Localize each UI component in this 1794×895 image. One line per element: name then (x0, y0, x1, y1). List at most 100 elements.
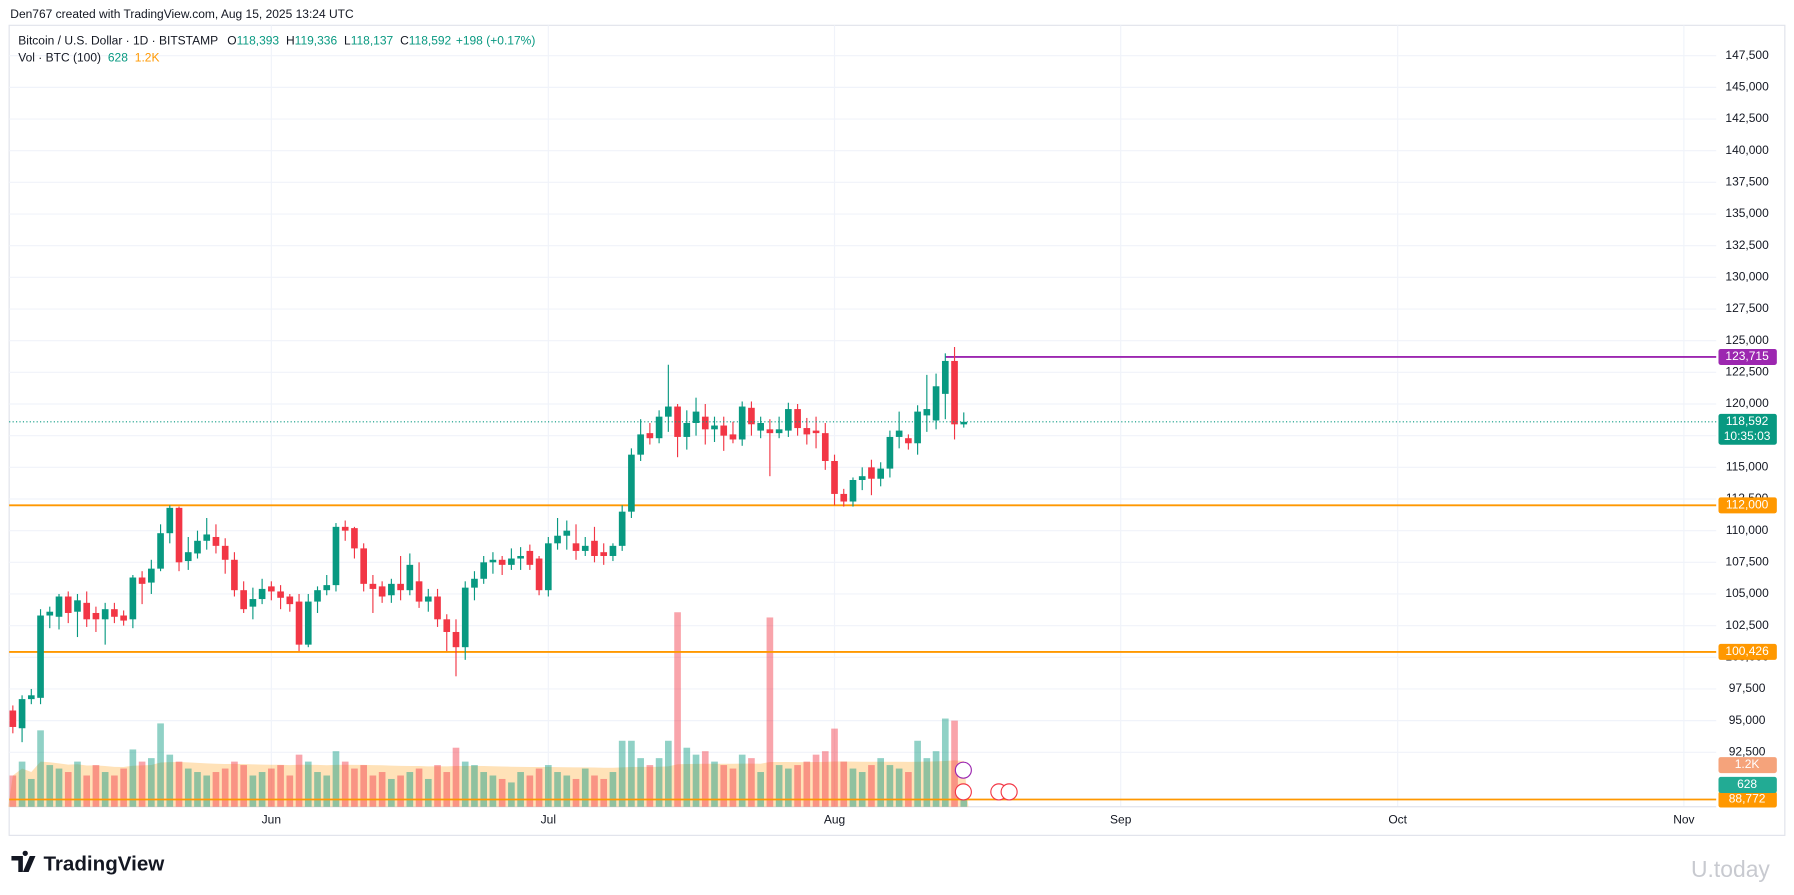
candle-body (268, 586, 275, 592)
candle-body (148, 568, 155, 583)
level-tag-bg (1718, 791, 1777, 808)
candle-body (249, 599, 257, 607)
legend-key: O (227, 34, 236, 48)
y-tick-label: 120,000 (1725, 396, 1769, 410)
candle-body (424, 596, 432, 602)
volume-ma-tag: 1.2K (1735, 757, 1760, 771)
candle-body (535, 558, 543, 591)
y-tick-label: 142,500 (1725, 111, 1769, 125)
y-tick-label: 137,500 (1725, 175, 1769, 189)
volume-tag-bg (1718, 776, 1777, 793)
x-tick-label: Jun (262, 813, 281, 827)
candle-body (203, 534, 211, 541)
candle-body (692, 411, 700, 424)
volume-bar (868, 765, 875, 807)
volume-ma-tag-bg (1718, 757, 1777, 774)
y-tick-label: 135,000 (1725, 206, 1769, 220)
candle-body (618, 511, 626, 546)
event-icon (954, 783, 972, 801)
candle-body (406, 564, 414, 591)
candle-body (526, 550, 534, 565)
volume-bar (794, 765, 801, 807)
y-tick-label: 125,000 (1725, 333, 1769, 347)
volume-bar (286, 775, 294, 807)
volume-bar (914, 740, 921, 807)
volume-ma-area (8, 760, 969, 807)
price-tag: 118,592 (1726, 414, 1769, 428)
volume-bar (111, 775, 118, 807)
candle-body (369, 583, 377, 589)
candle-body (489, 559, 497, 563)
legend-line: Vol · BTC (100) 628 1.2K (18, 51, 159, 65)
volume-bar (665, 740, 672, 807)
volume-bar (840, 761, 848, 807)
candle-body (674, 406, 681, 437)
volume-bar (591, 775, 598, 807)
legend-key: C (400, 34, 409, 48)
volume-bar (720, 765, 728, 807)
volume-bar (905, 772, 912, 807)
y-tick-label: 115,000 (1726, 460, 1769, 474)
y-tick-label: 110,000 (1726, 523, 1769, 537)
volume-bar (941, 718, 949, 807)
volume-bar (258, 772, 266, 807)
candle-body (184, 552, 192, 562)
volume-bar (369, 775, 377, 807)
volume-bar (129, 749, 137, 807)
candle-body (212, 536, 220, 546)
volume-bar (378, 772, 386, 807)
candle-body (452, 631, 460, 648)
volume-bar (184, 768, 192, 807)
volume-bar (388, 778, 395, 807)
volume-bar (221, 768, 229, 807)
candle-body (74, 600, 81, 612)
legend-value: 118,137 (351, 34, 394, 48)
volume-bar (27, 778, 35, 807)
volume-bar (877, 758, 885, 807)
candle-body (637, 434, 644, 455)
y-tick-label: 127,500 (1725, 301, 1769, 315)
volume-title: Vol · BTC (100) (18, 51, 101, 65)
legend-value: 118,393 (237, 34, 280, 48)
candle-body (914, 411, 921, 444)
volume-bar (480, 772, 488, 807)
volume-bar (461, 761, 469, 807)
volume-bar (397, 775, 404, 807)
candle-body (351, 528, 358, 549)
candle-body (803, 428, 811, 435)
volume-bar (64, 772, 72, 807)
volume-bar (212, 772, 220, 807)
candle-body (932, 386, 940, 421)
y-tick-label: 105,000 (1725, 586, 1769, 600)
volume-bar (157, 723, 164, 807)
candle-body (840, 493, 848, 502)
volume-bar (277, 765, 284, 807)
volume-bar (120, 768, 127, 807)
candle-body (175, 507, 183, 563)
volume-bar (628, 740, 635, 807)
volume-bar (775, 765, 783, 807)
level-tag: 100,426 (1725, 644, 1769, 658)
volume-bar (563, 775, 571, 807)
x-tick-label: Aug (824, 813, 845, 827)
volume-ma: 1.2K (135, 51, 160, 65)
candle-body (572, 543, 580, 551)
x-tick-label: Jul (541, 813, 556, 827)
volume-bar (526, 775, 534, 807)
candle-body (868, 467, 875, 479)
candle-body (905, 438, 912, 444)
volume-bar (600, 778, 608, 807)
candle-body (314, 590, 321, 602)
volume-bar (932, 751, 940, 807)
legend-value: 118,592 (409, 34, 452, 48)
candle-body (55, 596, 63, 617)
logo: TradingView (11, 850, 165, 876)
volume-bar (101, 772, 109, 807)
volume-bar (757, 772, 764, 807)
candle-body (92, 612, 100, 620)
candle-body (388, 583, 395, 596)
volume-bar (46, 765, 54, 807)
volume-bar (674, 612, 681, 807)
y-tick-label: 122,500 (1725, 365, 1769, 379)
candle-body (600, 552, 608, 556)
